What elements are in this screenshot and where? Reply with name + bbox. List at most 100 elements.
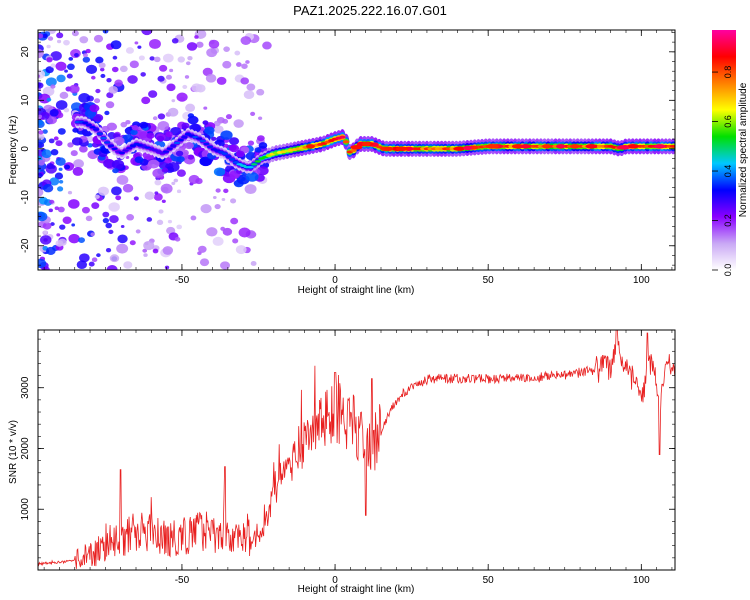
noise-blob	[157, 113, 166, 120]
noise-blob	[78, 237, 85, 243]
noise-blob	[106, 265, 118, 270]
noise-blob	[166, 83, 176, 92]
y-tick-label: 10	[20, 94, 31, 106]
scatter-blob	[213, 167, 226, 177]
noise-blob	[236, 62, 242, 67]
snr-plot-area	[38, 330, 675, 569]
noise-blob	[42, 129, 48, 134]
noise-blob	[82, 56, 91, 63]
noise-blob	[240, 36, 252, 45]
noise-blob	[88, 261, 95, 267]
noise-blob	[82, 53, 88, 58]
ridge-peak	[542, 144, 552, 149]
noise-blob	[42, 33, 48, 39]
noise-blob	[110, 40, 122, 50]
noise-blob	[45, 66, 54, 74]
noise-blob	[176, 169, 186, 177]
scatter-blob	[131, 125, 139, 131]
noise-blob	[177, 56, 185, 63]
ridge-peak	[556, 144, 566, 149]
noise-blob	[171, 181, 176, 186]
noise-blob	[165, 74, 172, 80]
noise-blob	[91, 257, 98, 263]
noise-blob	[171, 99, 176, 103]
ridge-segment	[228, 158, 236, 161]
scatter-blob	[204, 126, 215, 135]
ridge-segment	[166, 147, 173, 150]
scatter-blob	[139, 121, 149, 129]
ridge-segment	[232, 161, 240, 164]
noise-blob	[74, 53, 79, 58]
noise-blob	[38, 173, 43, 178]
noise-blob	[162, 246, 174, 255]
noise-blob	[245, 60, 250, 64]
noise-blob	[185, 61, 191, 66]
noise-blob	[93, 34, 104, 43]
noise-blob	[38, 133, 45, 141]
noise-blob	[230, 217, 239, 225]
scatter-blob	[111, 159, 125, 170]
noise-blob	[203, 106, 208, 110]
noise-blob	[243, 90, 255, 100]
snr-frame	[37, 329, 676, 571]
noise-blob	[94, 98, 101, 104]
y-tick-label: -10	[20, 190, 31, 205]
scatter-blob	[113, 136, 125, 146]
snr-x-axis: -50 0 50 100	[43, 330, 673, 586]
scatter-blob	[163, 157, 172, 164]
ridge-segment	[81, 121, 89, 125]
ridge-segment	[162, 150, 170, 153]
noise-blob	[105, 222, 112, 229]
noise-blob	[214, 203, 221, 210]
ridge-segment	[118, 151, 126, 155]
scatter-blob	[199, 126, 205, 131]
scatter-blob	[71, 137, 83, 146]
noise-blob	[71, 223, 76, 227]
noise-blob	[125, 119, 131, 125]
noise-blob	[194, 35, 199, 39]
noise-blob	[66, 73, 73, 79]
noise-blob	[42, 222, 52, 230]
ridge-peak	[511, 144, 525, 149]
noise-blob	[206, 227, 218, 237]
noise-blob	[106, 92, 114, 99]
scatter-blob	[199, 156, 212, 167]
noise-blob	[108, 229, 114, 235]
spectrogram-x-axis: -50 0 50 100	[43, 30, 673, 286]
noise-blob	[49, 199, 55, 204]
noise-blob	[38, 74, 41, 79]
noise-blob	[38, 159, 45, 166]
x-tick-label: -50	[175, 275, 190, 286]
y-tick-label: -20	[20, 238, 31, 253]
noise-blob	[246, 83, 256, 91]
ridge-peak	[616, 145, 631, 150]
noise-blob	[59, 91, 69, 99]
ridge-segment	[195, 137, 203, 140]
noise-blob	[234, 50, 241, 56]
noise-blob	[240, 77, 249, 85]
noise-blob	[76, 260, 88, 269]
colorbar-tick-label: 0.6	[723, 115, 733, 128]
scatter-blob	[229, 137, 240, 145]
ridge-peak	[654, 144, 666, 149]
noise-blob	[91, 202, 100, 209]
scatter-blob	[138, 131, 149, 139]
ridge-segment	[225, 155, 232, 158]
noise-blob	[133, 196, 139, 201]
snr-x-label: Height of straight line (km)	[298, 584, 415, 595]
noise-blob	[250, 111, 256, 116]
ridge-segment	[254, 160, 262, 163]
colorbar-tick-label: 0.0	[723, 264, 733, 277]
snr-panel: -50 0 50 100 1000 2000 3000 Height of straigh…	[8, 329, 676, 595]
y-tick-label: 2000	[20, 437, 31, 460]
noise-blob	[50, 63, 56, 68]
scatter-blob	[184, 141, 194, 150]
noise-blob	[79, 36, 89, 44]
scatter-blob	[89, 104, 100, 113]
noise-blob	[216, 76, 227, 85]
noise-blob	[100, 67, 105, 72]
x-tick-label: -50	[175, 575, 190, 586]
noise-blob	[69, 84, 80, 94]
noise-blob	[185, 103, 196, 112]
noise-blob	[45, 246, 56, 255]
